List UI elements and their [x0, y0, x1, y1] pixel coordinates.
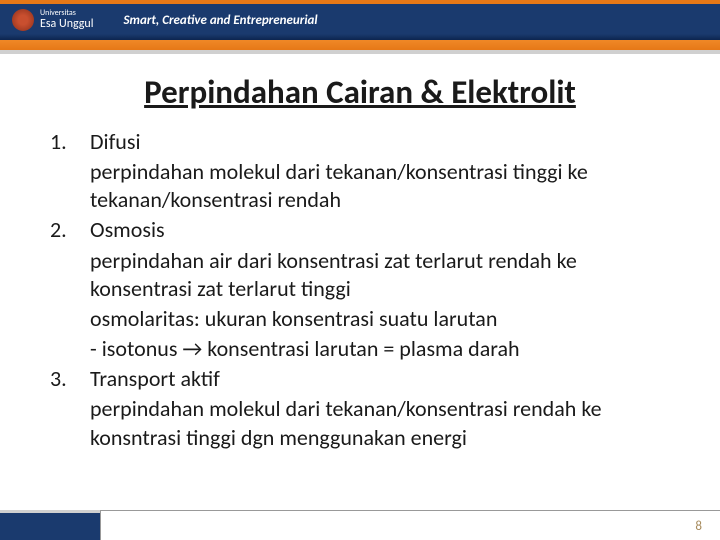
item-number: 1. — [50, 128, 90, 156]
item-number: 2. — [50, 216, 90, 244]
logo-text: Universitas Esa Unggul — [40, 9, 93, 31]
item-desc: perpindahan molekul dari tekanan/konsent… — [90, 395, 670, 451]
item-heading: Osmosis — [90, 216, 670, 244]
footer-blue — [0, 513, 720, 540]
logo: Universitas Esa Unggul — [12, 9, 93, 31]
item-desc: perpindahan air dari konsentrasi zat ter… — [90, 247, 670, 303]
logo-icon — [12, 9, 34, 31]
item-number: 3. — [50, 365, 90, 393]
header-accent — [0, 0, 720, 4]
slide-title: Perpindahan Cairan & Elektrolit — [50, 72, 670, 112]
logo-main: Esa Unggul — [40, 17, 93, 31]
footer: 8 — [0, 510, 720, 540]
list-item: 3. Transport aktif — [50, 365, 670, 393]
page-number: 8 — [695, 519, 702, 534]
item-heading: Difusi — [90, 128, 670, 156]
slide-content: Perpindahan Cairan & Elektrolit 1. Difus… — [0, 54, 720, 452]
tagline: Smart, Creative and Entrepreneurial — [123, 13, 317, 28]
list-item: 2. Osmosis — [50, 216, 670, 244]
item-extra: osmolaritas: ukuran konsentrasi suatu la… — [90, 305, 670, 333]
item-desc: perpindahan molekul dari tekanan/konsent… — [90, 158, 670, 214]
list-item: 1. Difusi — [50, 128, 670, 156]
orange-band — [0, 40, 720, 50]
list: 1. Difusi perpindahan molekul dari tekan… — [50, 128, 670, 452]
item-extra: - isotonus → konsentrasi larutan = plasm… — [90, 335, 670, 363]
item-heading: Transport aktif — [90, 365, 670, 393]
header-bar: Universitas Esa Unggul Smart, Creative a… — [0, 0, 720, 40]
footer-box — [100, 510, 720, 540]
